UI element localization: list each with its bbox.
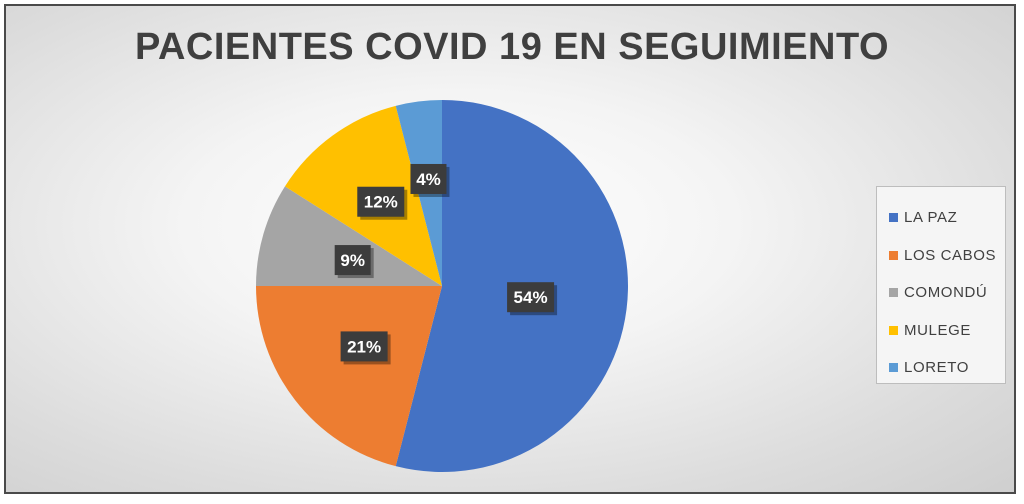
legend-item-mulege: MULEGE <box>889 312 1005 350</box>
chart-title: PACIENTES COVID 19 EN SEGUIMIENTO <box>134 26 890 68</box>
pie-slice-los-cabos <box>256 286 442 467</box>
legend-swatch <box>889 325 898 335</box>
legend-item-la-paz: LA PAZ <box>889 199 1005 237</box>
pie-slices <box>256 100 628 473</box>
svg-text:12%: 12% <box>364 193 398 212</box>
legend-swatch <box>889 250 898 260</box>
data-label-loreto: 4% <box>410 163 450 197</box>
pie-data-labels: 54% 21% 9% 12% 4% <box>334 163 558 365</box>
svg-text:21%: 21% <box>347 337 381 356</box>
svg-text:4%: 4% <box>416 170 441 189</box>
pie-chart: 54% 21% 9% 12% 4% <box>256 100 628 473</box>
legend-label: COMONDÚ <box>904 284 988 302</box>
data-label-la-paz: 54% <box>507 282 558 316</box>
svg-text:9%: 9% <box>340 251 365 270</box>
data-label-comond-: 9% <box>334 245 374 279</box>
legend: LA PAZ LOS CABOS COMONDÚ MULEGE LORETO <box>876 186 1006 384</box>
legend-item-comond-: COMONDÚ <box>889 274 1005 312</box>
data-label-mulege: 12% <box>357 186 408 220</box>
legend-swatch <box>889 213 898 223</box>
svg-text:54%: 54% <box>514 288 548 307</box>
legend-item-loreto: LORETO <box>889 349 1005 387</box>
legend-swatch <box>889 363 898 373</box>
legend-label: LOS CABOS <box>904 246 997 264</box>
legend-item-los-cabos: LOS CABOS <box>889 237 1005 275</box>
data-label-los-cabos: 21% <box>340 331 391 365</box>
legend-items: LA PAZ LOS CABOS COMONDÚ MULEGE LORETO <box>889 199 1005 387</box>
pie-slice-comond- <box>256 186 442 286</box>
legend-label: LA PAZ <box>904 209 958 227</box>
legend-swatch <box>889 288 898 298</box>
chart-frame: PACIENTES COVID 19 EN SEGUIMIENTO 54% 21%… <box>4 4 1016 494</box>
legend-label: LORETO <box>904 359 970 377</box>
legend-label: MULEGE <box>904 321 971 339</box>
